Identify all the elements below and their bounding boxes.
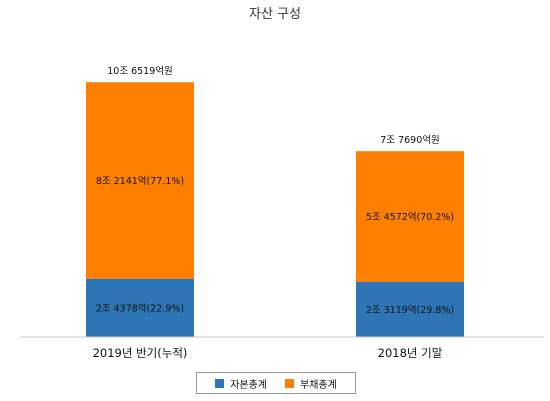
legend-label-equity: 자본총계 <box>230 379 267 391</box>
category-label-1: 2019년 반기(누적) <box>93 346 188 360</box>
legend: 자본총계 부채총계 <box>196 372 356 394</box>
chart-title: 자산 구성 <box>249 7 301 22</box>
total-label-1: 10조 6519억원 <box>107 65 173 77</box>
segment-label-liabilities-1: 8조 2141억(77.1%) <box>96 175 184 187</box>
bar-segment-equity-1[interactable] <box>86 278 194 337</box>
segment-label-equity-1: 2조 4378억(22.9%) <box>96 302 184 314</box>
category-label-2: 2018년 기말 <box>378 346 443 360</box>
bar-segment-liabilities-2[interactable] <box>356 151 464 282</box>
legend-item-equity[interactable]: 자본총계 <box>215 376 267 391</box>
bars-group: 2조 4378억(22.9%) 8조 2141억(77.1%) 10조 6519억원… <box>86 65 464 337</box>
legend-label-liabilities: 부채총계 <box>300 379 337 391</box>
legend-swatch-liabilities <box>285 378 294 388</box>
segment-label-equity-2: 2조 3119억(29.8%) <box>366 304 454 316</box>
bar-segment-equity-2[interactable] <box>356 281 464 337</box>
category-labels: 2019년 반기(누적) 2018년 기말 <box>93 346 443 360</box>
bar-segment-liabilities-1[interactable] <box>86 82 194 279</box>
legend-swatch-equity <box>215 378 225 388</box>
segment-label-liabilities-2: 5조 4572억(70.2%) <box>366 211 454 223</box>
total-label-2: 7조 7690억원 <box>380 134 439 146</box>
legend-item-liabilities[interactable]: 부채총계 <box>285 376 337 391</box>
